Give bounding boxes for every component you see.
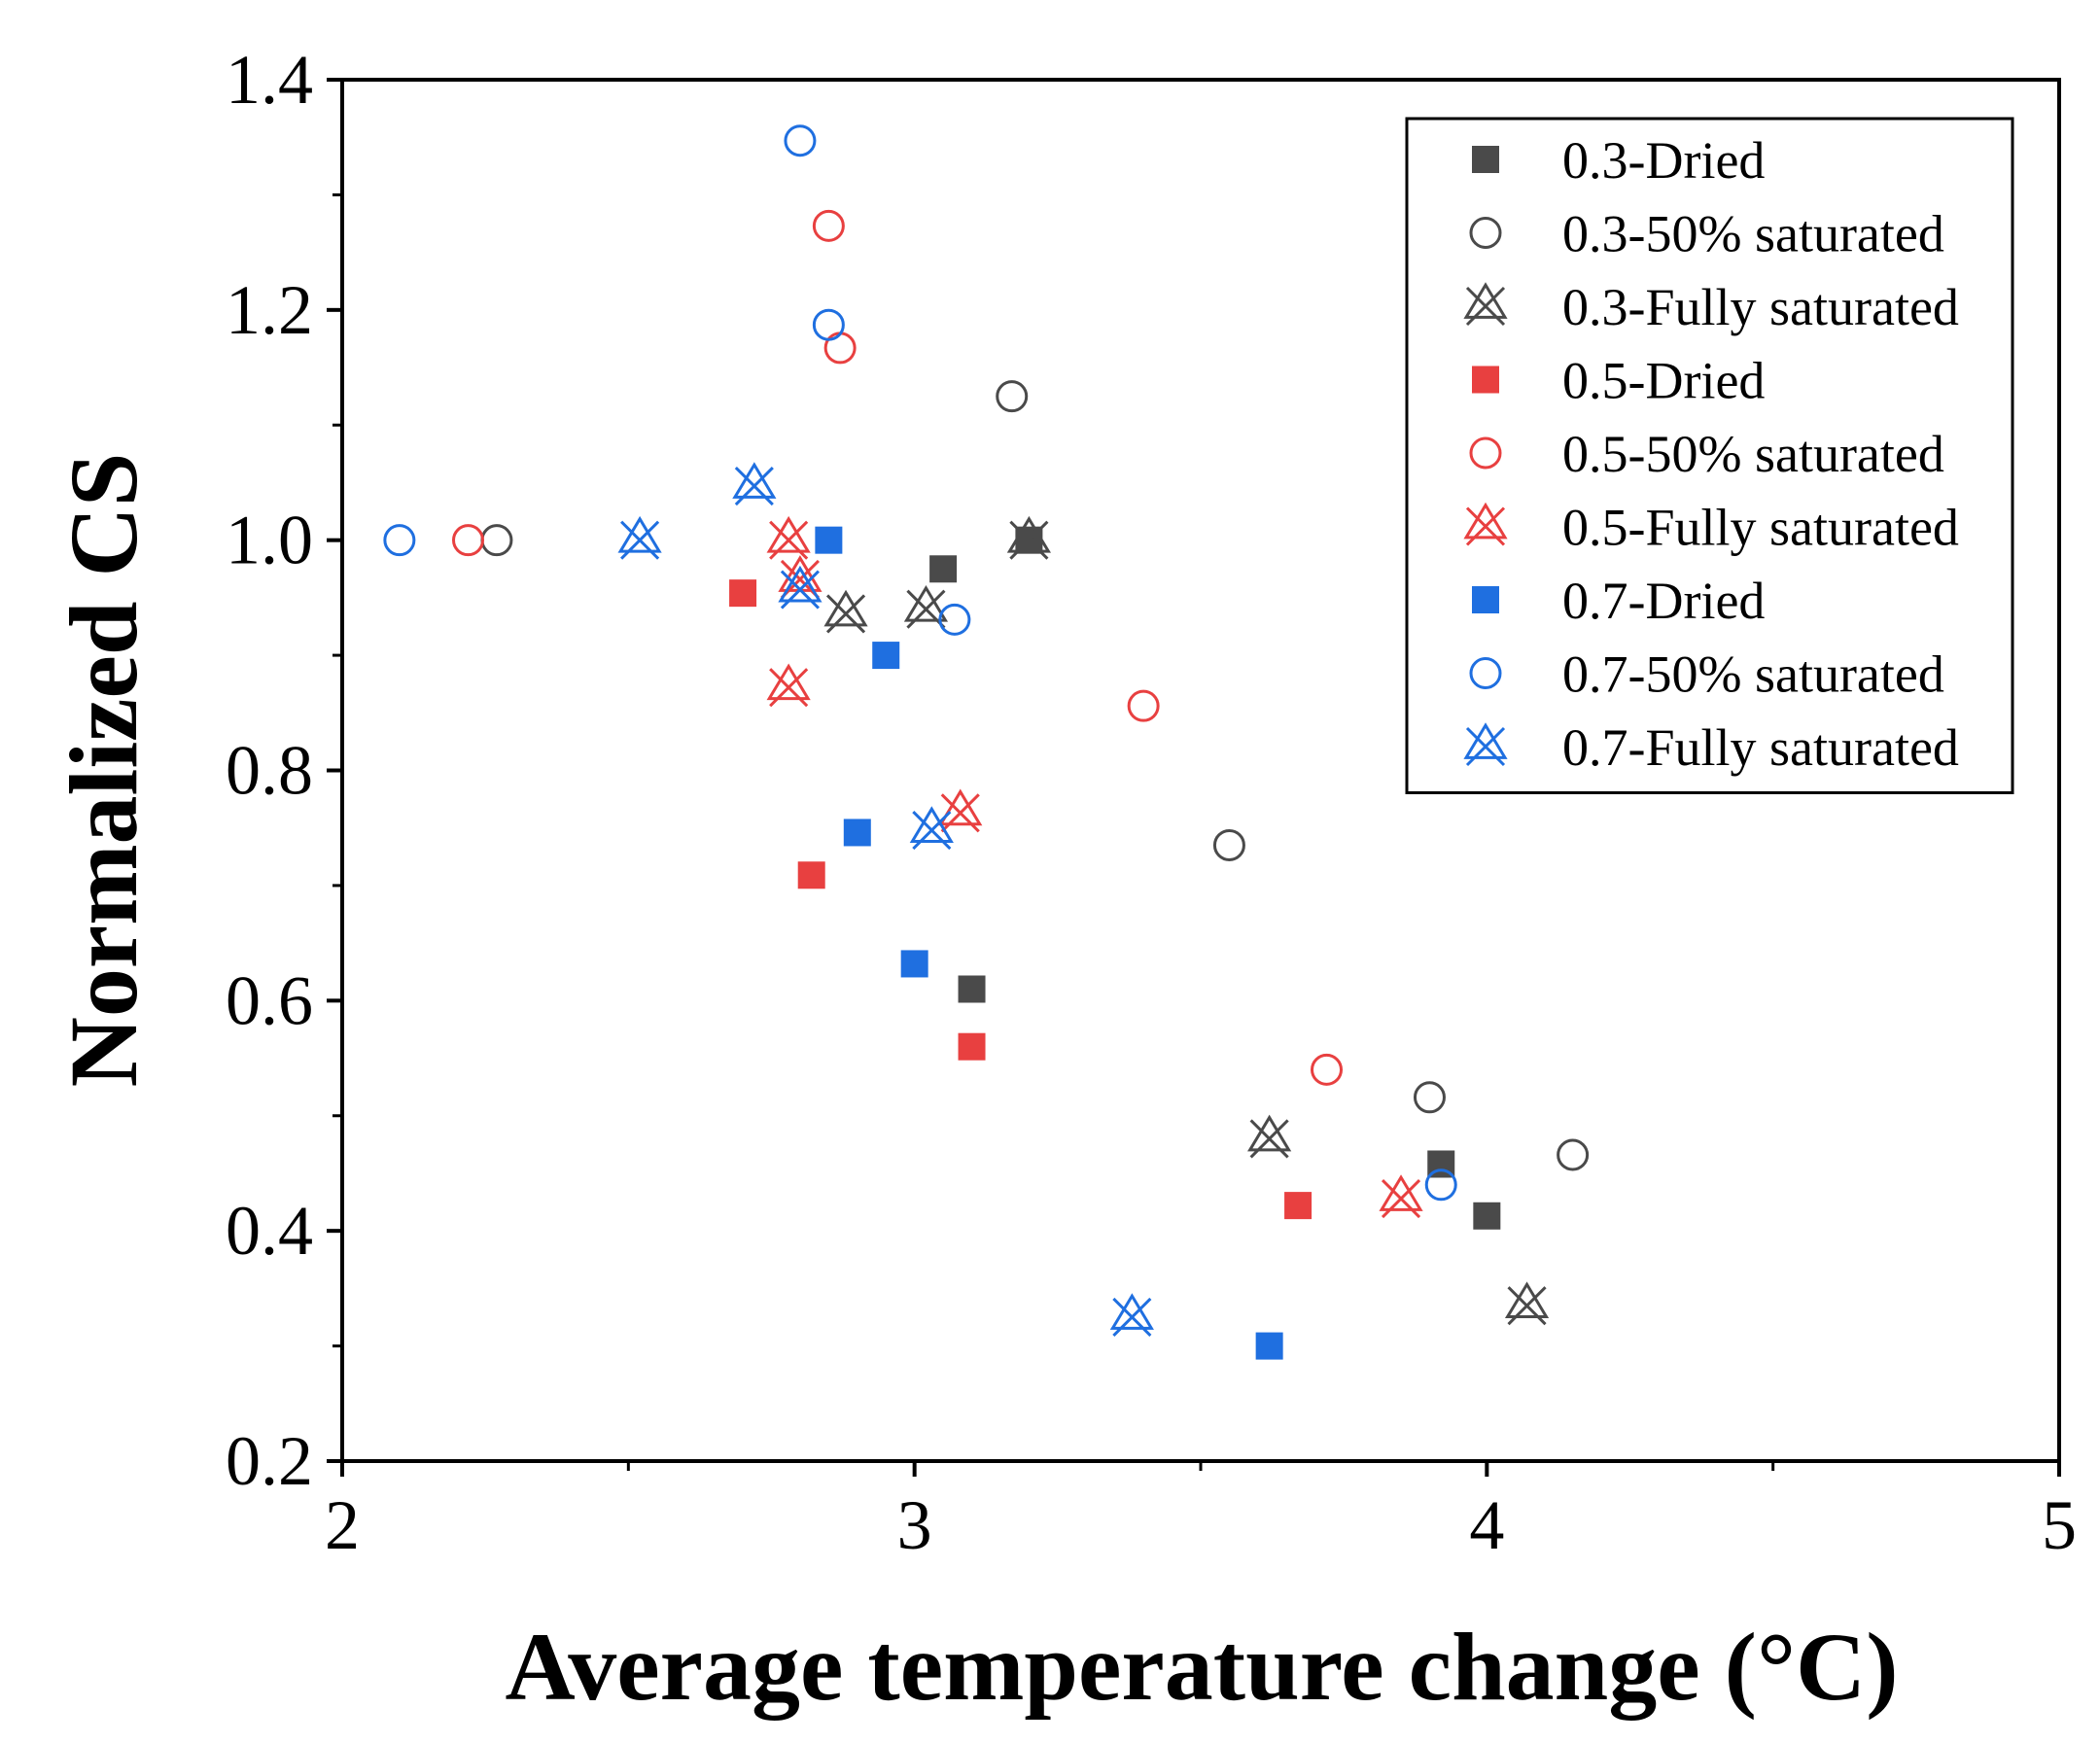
legend-marker-5 [1469, 436, 1502, 470]
point-9-5 [1109, 1293, 1154, 1338]
point-1-3 [958, 975, 986, 1003]
y-tick-label: 0.6 [226, 961, 313, 1039]
legend-label-3: 0.3-Fully saturated [1562, 278, 1959, 336]
legend-marker-3 [1463, 282, 1508, 327]
point-8-4 [938, 603, 971, 636]
legend-marker-4 [1472, 366, 1499, 394]
point-4-3 [958, 1032, 986, 1061]
x-tick-label: 4 [1469, 1486, 1504, 1564]
point-7-3 [843, 819, 871, 847]
point-2-4 [1413, 1081, 1446, 1114]
axes: 2 3 4 5 0.2 0.4 0.6 0.8 1.0 1.2 1.4 [226, 41, 2077, 1564]
point-8-1 [383, 524, 416, 557]
legend-label-2: 0.3-50% saturated [1562, 205, 1944, 263]
legend-marker-2 [1469, 217, 1502, 249]
legend-marker-8 [1469, 657, 1502, 689]
point-8-3 [812, 308, 845, 341]
point-4-1 [729, 579, 757, 608]
legend-label-8: 0.7-50% saturated [1562, 645, 1944, 704]
data-markers [383, 124, 1590, 1360]
point-7-4 [900, 950, 928, 978]
point-3-2 [823, 589, 868, 634]
point-3-3 [903, 584, 949, 629]
point-3-4 [1247, 1114, 1292, 1159]
point-2-3 [1212, 828, 1245, 861]
point-8-2 [784, 124, 817, 157]
legend-label-9: 0.7-Fully saturated [1562, 718, 1959, 777]
point-4-4 [1284, 1192, 1312, 1220]
point-4-2 [797, 861, 825, 889]
point-9-1 [617, 515, 662, 560]
point-7-1 [815, 526, 843, 554]
y-axis-title: Normalized CS [50, 453, 158, 1088]
legend-label-7: 0.7-Dried [1562, 572, 1765, 630]
point-9-2 [732, 462, 777, 506]
y-tick-label: 1.2 [226, 271, 313, 349]
x-tick-label: 5 [2042, 1486, 2077, 1564]
point-9-3 [778, 565, 822, 610]
legend: 0.3-Dried 0.3-50% saturated 0.3-Fully satu… [1405, 117, 2014, 794]
point-2-1 [480, 524, 513, 557]
legend-label-4: 0.5-Dried [1562, 352, 1765, 410]
point-7-5 [1255, 1332, 1283, 1360]
point-6-4 [938, 788, 983, 833]
point-9-4 [909, 806, 954, 851]
y-tick-label: 1.4 [226, 41, 313, 119]
legend-label-6: 0.5-Fully saturated [1562, 499, 1959, 557]
legend-marker-6 [1463, 502, 1508, 546]
point-7-2 [872, 642, 900, 670]
legend-label-1: 0.3-Dried [1562, 131, 1765, 190]
point-6-3 [766, 663, 811, 708]
legend-label-5: 0.5-50% saturated [1562, 425, 1944, 483]
point-3-5 [1504, 1281, 1550, 1326]
legend-marker-7 [1472, 586, 1499, 613]
y-tick-label: 1.0 [226, 502, 313, 579]
point-5-4 [1127, 689, 1160, 722]
legend-marker-1 [1472, 146, 1499, 173]
y-tick-label: 0.4 [226, 1192, 313, 1270]
point-2-2 [996, 380, 1029, 413]
point-5-2 [812, 209, 845, 242]
x-axis-title: Average temperature change (°C) [505, 1613, 1898, 1721]
point-6-5 [1379, 1174, 1423, 1219]
point-5-1 [452, 524, 485, 557]
point-5-3 [823, 331, 857, 365]
legend-marker-9 [1463, 722, 1508, 767]
y-tick-label: 0.2 [226, 1422, 313, 1500]
x-tick-label: 3 [897, 1486, 932, 1564]
x-tick-label: 2 [325, 1486, 360, 1564]
point-1-5 [1473, 1202, 1501, 1230]
point-3-1 [1006, 515, 1051, 560]
y-tick-label: 0.8 [226, 732, 313, 810]
point-8-5 [1424, 1168, 1457, 1202]
point-6-1 [766, 515, 811, 560]
point-2-5 [1557, 1138, 1590, 1171]
point-1-2 [929, 555, 958, 583]
legend-box [1405, 117, 2014, 794]
point-5-5 [1311, 1053, 1344, 1086]
